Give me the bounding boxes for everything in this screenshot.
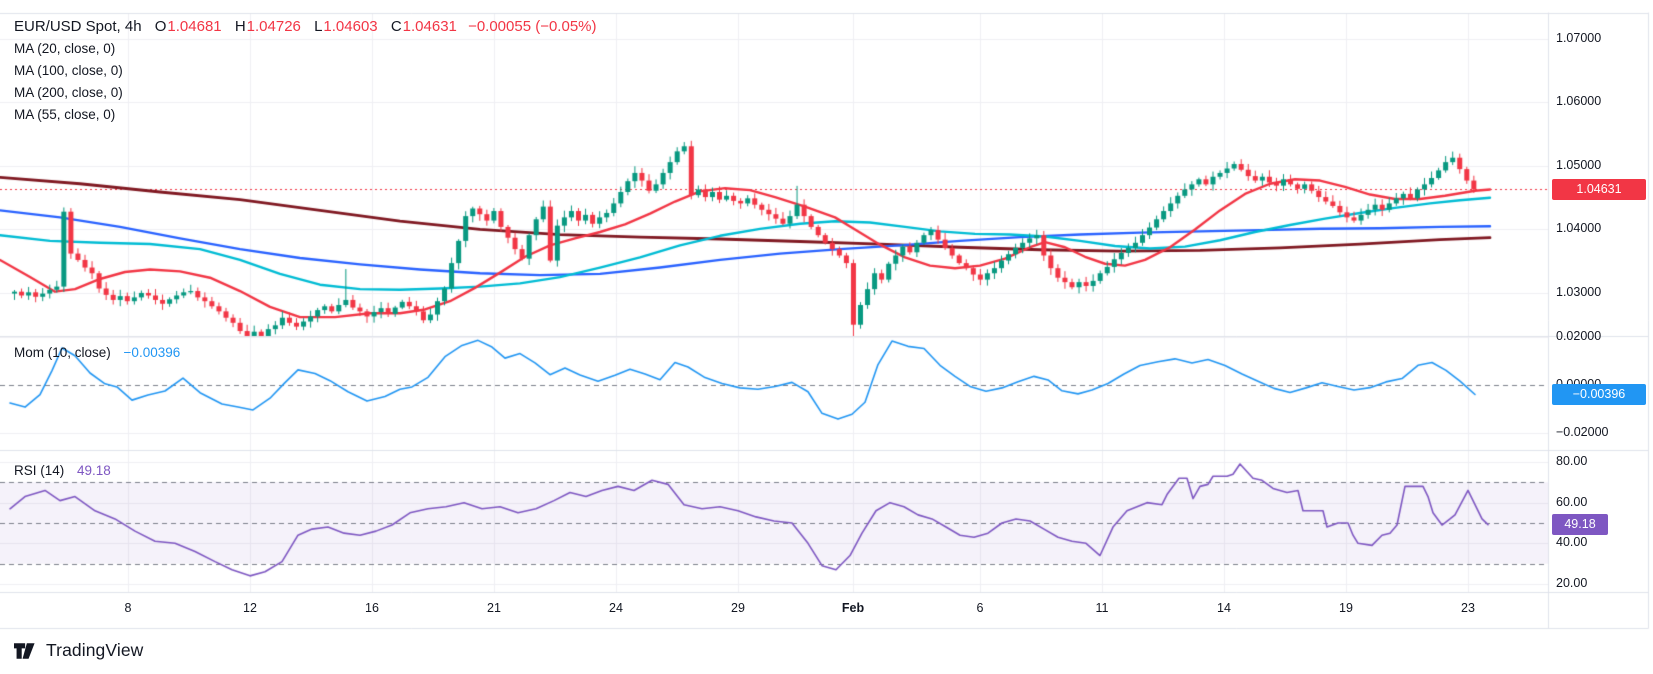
y-axis-label: 1.07000 <box>1556 30 1602 45</box>
x-axis-label: 8 <box>124 601 132 615</box>
x-axis-label: 11 <box>1095 601 1109 615</box>
close-value: 1.04631 <box>402 18 457 35</box>
ma100-legend-label: MA (100, close, 0) <box>14 63 123 78</box>
ma55-legend-row[interactable]: MA (55, close, 0) <box>14 104 597 126</box>
last-price-badge: 1.04631 <box>1552 178 1646 200</box>
main-legend: EUR/USD Spot, 4h O1.04681 H1.04726 L1.04… <box>14 16 597 126</box>
tradingview-logo-icon <box>14 642 35 659</box>
x-axis-label: 19 <box>1339 601 1353 615</box>
open-label: O <box>154 18 167 35</box>
high-value: 1.04726 <box>246 18 301 35</box>
close-label: C <box>390 18 402 35</box>
y-axis-label: 0.02000 <box>1556 329 1602 343</box>
x-axis-label: 23 <box>1461 601 1475 615</box>
y-axis-label: 20.00 <box>1556 575 1588 590</box>
symbol-title: EUR/USD Spot, 4h <box>14 18 142 35</box>
x-axis-label: 29 <box>731 601 745 615</box>
tradingview-logo-text: TradingView <box>46 640 144 660</box>
rsi-legend-value: 49.18 <box>77 463 111 478</box>
y-axis-label: 60.00 <box>1556 494 1588 509</box>
x-axis-label: 14 <box>1217 601 1231 615</box>
open-value: 1.04681 <box>167 18 222 35</box>
x-axis-label: Feb <box>841 601 865 615</box>
x-axis-label: 21 <box>487 601 501 615</box>
x-axis-label: 6 <box>976 601 984 615</box>
rsi-legend-label: RSI (14) <box>14 463 65 478</box>
ma20-legend-row[interactable]: MA (20, close, 0) <box>14 38 597 60</box>
low-label: L <box>314 18 323 35</box>
momentum-value-badge: −0.00396 <box>1552 384 1646 405</box>
high-label: H <box>234 18 246 35</box>
momentum-legend-label: Mom (10, close) <box>14 345 111 360</box>
y-axis-label: 1.05000 <box>1556 157 1602 172</box>
rsi-legend[interactable]: RSI (14) 49.18 <box>14 460 111 482</box>
y-axis-label: 1.06000 <box>1556 94 1602 109</box>
y-axis-label: 80.00 <box>1556 453 1588 468</box>
y-axis-label: −0.02000 <box>1556 425 1609 439</box>
symbol-legend-row[interactable]: EUR/USD Spot, 4h O1.04681 H1.04726 L1.04… <box>14 16 597 38</box>
x-axis-label: 12 <box>243 601 257 615</box>
ma200-legend-row[interactable]: MA (200, close, 0) <box>14 82 597 104</box>
rsi-value-badge: 49.18 <box>1552 514 1608 536</box>
y-axis-label: 40.00 <box>1556 535 1588 550</box>
x-axis-label: 24 <box>609 601 623 615</box>
tradingview-logo[interactable]: TradingView <box>14 640 143 661</box>
y-axis-label: 1.04000 <box>1556 221 1602 236</box>
ma55-legend-label: MA (55, close, 0) <box>14 107 116 122</box>
momentum-legend[interactable]: Mom (10, close) −0.00396 <box>14 342 180 364</box>
change-value: −0.00055 (−0.05%) <box>468 18 597 35</box>
ma20-legend-label: MA (20, close, 0) <box>14 41 116 56</box>
low-value: 1.04603 <box>323 18 378 35</box>
x-axis-label: 16 <box>365 601 379 615</box>
y-axis-label: 1.03000 <box>1556 284 1602 299</box>
ma200-legend-label: MA (200, close, 0) <box>14 85 123 100</box>
momentum-legend-value: −0.00396 <box>123 345 181 360</box>
ma100-legend-row[interactable]: MA (100, close, 0) <box>14 60 597 82</box>
